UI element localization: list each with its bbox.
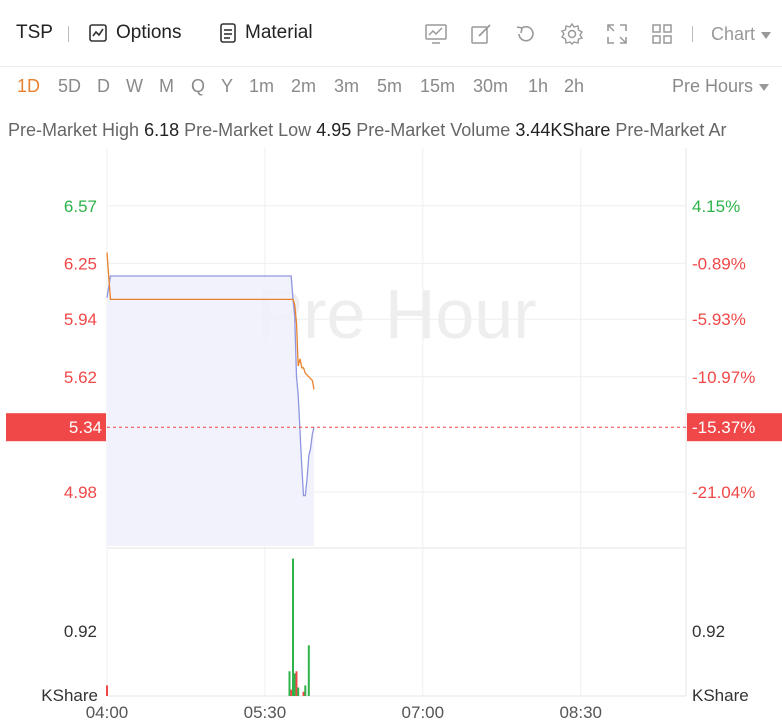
volume-bar <box>288 671 291 696</box>
tab-period-2h[interactable]: 2h <box>564 76 585 96</box>
settings-icon[interactable] <box>560 22 584 46</box>
volume-bar <box>302 691 305 696</box>
volume-bar <box>297 687 300 696</box>
volume-bar <box>106 685 108 696</box>
current-price-badge-left <box>6 413 106 442</box>
current-pct-badge-right <box>687 413 782 442</box>
reset-icon[interactable] <box>514 22 538 46</box>
tab-period-1m[interactable]: 1m <box>249 76 275 96</box>
avg-price-line <box>106 275 315 497</box>
tab-period-2m[interactable]: 2m <box>291 76 317 96</box>
chevron-down-icon <box>759 83 770 91</box>
session-label: Pre Hours <box>672 76 754 96</box>
price-chart[interactable]: Pre Hour 5.34 -15.37% 6.57 4.15% 6.25 -0.89% 5.… <box>0 148 782 726</box>
x-tick-label: 05:30 <box>244 703 287 722</box>
stat-value: 4.95 <box>316 120 352 140</box>
tab-period-1h[interactable]: 1h <box>528 76 549 96</box>
stat-value: 6.18 <box>144 120 180 140</box>
volume-bar <box>290 689 293 696</box>
tab-period-m[interactable]: M <box>159 76 174 96</box>
y-tick-label-right: -5.93% <box>692 310 746 329</box>
y-tick-label-left: 5.62 <box>64 368 97 387</box>
y-tick-label-right: -21.04% <box>692 483 755 502</box>
stat-label: Pre-Market Low <box>184 120 312 140</box>
material-label: Material <box>245 22 313 43</box>
volume-tick-left: 0.92 <box>64 622 97 641</box>
y-tick-label-left: 6.25 <box>64 254 97 273</box>
indicator-icon[interactable] <box>424 22 448 46</box>
options-button[interactable]: Options <box>88 22 181 44</box>
tab-period-5d[interactable]: 5D <box>58 76 82 96</box>
volume-tick-right: 0.92 <box>692 622 725 641</box>
volume-bar <box>293 673 296 696</box>
divider <box>68 26 69 42</box>
chevron-down-icon <box>761 31 772 39</box>
stat-value: 3.44KShare <box>515 120 611 140</box>
stat-label: Pre-Market High <box>8 120 140 140</box>
x-tick-label: 07:00 <box>402 703 445 722</box>
y-tick-label-right: 4.15% <box>692 197 740 216</box>
fullscreen-icon[interactable] <box>605 22 629 46</box>
volume-bar <box>307 645 310 696</box>
y-tick-label-left: 6.57 <box>64 197 97 216</box>
volume-axis-label-left: KShare <box>41 686 98 705</box>
divider <box>692 26 693 42</box>
tab-period-5m[interactable]: 5m <box>377 76 403 96</box>
draw-icon[interactable] <box>469 22 493 46</box>
ticker-symbol[interactable]: TSP <box>16 22 53 43</box>
y-tick-label-left: 4.98 <box>64 483 97 502</box>
tab-period-30m[interactable]: 30m <box>473 76 509 96</box>
layout-icon[interactable] <box>650 22 674 46</box>
volume-bar <box>295 671 298 696</box>
x-tick-label: 04:00 <box>86 703 129 722</box>
x-tick-label: 08:30 <box>559 703 602 722</box>
tab-period-w[interactable]: W <box>126 76 143 96</box>
volume-axis-label-right: KShare <box>692 686 749 705</box>
y-tick-label-right: -0.89% <box>692 254 746 273</box>
volume-bar <box>292 558 294 696</box>
y-tick-label-right: -10.97% <box>692 368 755 387</box>
tab-period-3m[interactable]: 3m <box>334 76 360 96</box>
y-tick-label-left: 5.94 <box>64 310 97 329</box>
tab-period-15m[interactable]: 15m <box>420 76 456 96</box>
premarket-stats: Pre-Market High 6.18 Pre-Market Low 4.95… <box>8 120 782 141</box>
watermark-text: Pre Hour <box>256 275 536 353</box>
avg-area-fill <box>107 276 314 546</box>
chart-type-label: Chart <box>711 24 756 44</box>
stat-label: Pre-Market Ar <box>615 120 727 140</box>
price-line <box>106 252 315 390</box>
stat-label: Pre-Market Volume <box>356 120 511 140</box>
tab-period-1d[interactable]: 1D <box>17 76 41 96</box>
tab-period-d[interactable]: D <box>97 76 110 96</box>
toolbar: TSP Options Material Chart <box>0 0 782 67</box>
material-button[interactable]: Material <box>219 22 313 44</box>
tab-period-y[interactable]: Y <box>221 76 234 96</box>
current-price-label: 5.34 <box>69 418 102 437</box>
period-tabs: 1D 5D D W M Q Y 1m 2m 3m 5m 15m 30m 1h 2… <box>0 66 782 110</box>
current-pct-label: -15.37% <box>692 418 755 437</box>
options-icon <box>89 24 107 42</box>
options-label: Options <box>116 22 182 43</box>
session-dropdown[interactable]: Pre Hours <box>672 76 770 97</box>
document-icon <box>220 23 236 43</box>
volume-bar <box>304 685 307 696</box>
chart-type-dropdown[interactable]: Chart <box>711 24 772 45</box>
tab-period-q[interactable]: Q <box>191 76 206 96</box>
